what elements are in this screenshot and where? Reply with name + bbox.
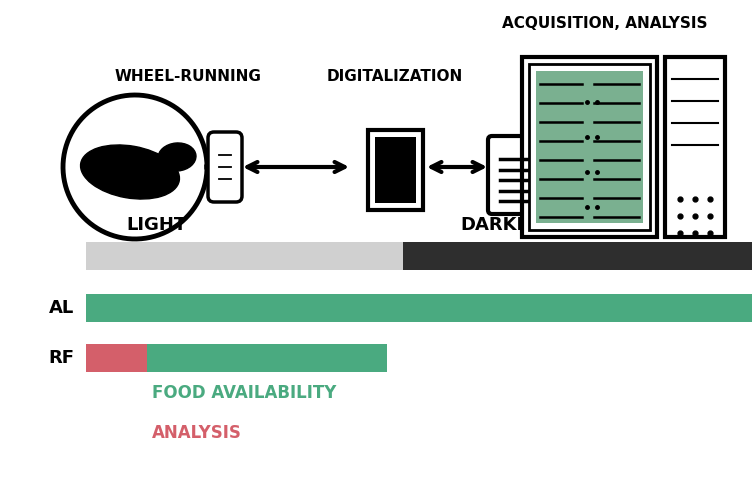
Ellipse shape [80, 145, 180, 199]
Text: DIGITALIZATION: DIGITALIZATION [327, 69, 463, 85]
Text: ANALYSIS: ANALYSIS [152, 424, 241, 442]
FancyBboxPatch shape [86, 344, 147, 372]
Text: RF: RF [48, 349, 74, 367]
FancyBboxPatch shape [536, 71, 643, 223]
FancyBboxPatch shape [488, 136, 601, 214]
FancyBboxPatch shape [368, 130, 423, 210]
FancyBboxPatch shape [665, 57, 725, 237]
FancyBboxPatch shape [86, 294, 752, 322]
Text: FOOD AVAILABILITY: FOOD AVAILABILITY [152, 384, 336, 402]
Text: LIGHT: LIGHT [126, 216, 186, 234]
FancyBboxPatch shape [529, 64, 650, 230]
Text: ACQUISITION, ANALYSIS: ACQUISITION, ANALYSIS [502, 17, 708, 31]
FancyBboxPatch shape [147, 344, 387, 372]
FancyBboxPatch shape [208, 132, 242, 202]
FancyBboxPatch shape [522, 57, 657, 237]
Text: DARKNESS: DARKNESS [460, 216, 569, 234]
FancyBboxPatch shape [86, 242, 402, 270]
Text: AL: AL [49, 299, 74, 317]
Text: WHEEL-RUNNING: WHEEL-RUNNING [115, 69, 262, 85]
Ellipse shape [158, 143, 196, 171]
FancyBboxPatch shape [402, 242, 752, 270]
FancyBboxPatch shape [375, 137, 416, 203]
